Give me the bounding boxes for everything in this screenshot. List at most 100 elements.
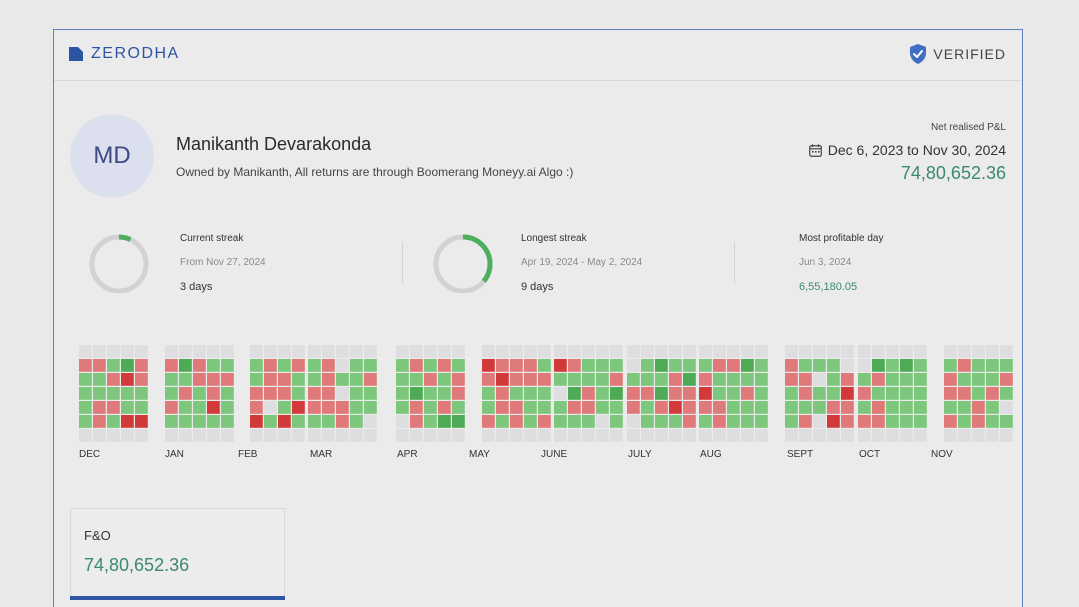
heatmap-day-cell[interactable] [683, 401, 696, 414]
heatmap-day-cell[interactable] [107, 345, 120, 358]
heatmap-day-cell[interactable] [510, 415, 523, 428]
heatmap-day-cell[interactable] [785, 401, 798, 414]
heatmap-day-cell[interactable] [93, 415, 106, 428]
heatmap-day-cell[interactable] [785, 359, 798, 372]
heatmap-day-cell[interactable] [221, 387, 234, 400]
heatmap-day-cell[interactable] [524, 401, 537, 414]
heatmap-day-cell[interactable] [641, 429, 654, 442]
heatmap-day-cell[interactable] [727, 401, 740, 414]
heatmap-day-cell[interactable] [424, 401, 437, 414]
heatmap-day-cell[interactable] [610, 415, 623, 428]
heatmap-day-cell[interactable] [410, 373, 423, 386]
heatmap-day-cell[interactable] [165, 373, 178, 386]
heatmap-day-cell[interactable] [727, 345, 740, 358]
heatmap-day-cell[interactable] [655, 415, 668, 428]
heatmap-day-cell[interactable] [699, 415, 712, 428]
heatmap-day-cell[interactable] [364, 359, 377, 372]
heatmap-day-cell[interactable] [741, 401, 754, 414]
heatmap-day-cell[interactable] [538, 373, 551, 386]
heatmap-day-cell[interactable] [396, 387, 409, 400]
heatmap-day-cell[interactable] [452, 345, 465, 358]
heatmap-day-cell[interactable] [438, 345, 451, 358]
heatmap-day-cell[interactable] [1000, 387, 1013, 400]
heatmap-day-cell[interactable] [858, 387, 871, 400]
heatmap-day-cell[interactable] [364, 387, 377, 400]
heatmap-day-cell[interactable] [914, 401, 927, 414]
heatmap-day-cell[interactable] [799, 387, 812, 400]
heatmap-day-cell[interactable] [452, 387, 465, 400]
heatmap-day-cell[interactable] [958, 401, 971, 414]
heatmap-day-cell[interactable] [554, 387, 567, 400]
heatmap-day-cell[interactable] [410, 401, 423, 414]
heatmap-day-cell[interactable] [944, 359, 957, 372]
heatmap-day-cell[interactable] [699, 345, 712, 358]
heatmap-day-cell[interactable] [165, 345, 178, 358]
heatmap-day-cell[interactable] [683, 415, 696, 428]
heatmap-day-cell[interactable] [396, 359, 409, 372]
segment-tab-fno[interactable]: F&O 74,80,652.36 [70, 508, 285, 600]
brand[interactable]: ZERODHA [69, 45, 180, 63]
heatmap-day-cell[interactable] [135, 373, 148, 386]
heatmap-day-cell[interactable] [496, 373, 509, 386]
heatmap-day-cell[interactable] [914, 345, 927, 358]
heatmap-day-cell[interactable] [827, 429, 840, 442]
heatmap-day-cell[interactable] [799, 359, 812, 372]
heatmap-day-cell[interactable] [958, 359, 971, 372]
heatmap-day-cell[interactable] [958, 373, 971, 386]
heatmap-day-cell[interactable] [785, 429, 798, 442]
heatmap-day-cell[interactable] [438, 429, 451, 442]
heatmap-day-cell[interactable] [410, 359, 423, 372]
heatmap-day-cell[interactable] [278, 415, 291, 428]
heatmap-day-cell[interactable] [121, 345, 134, 358]
heatmap-day-cell[interactable] [799, 415, 812, 428]
heatmap-day-cell[interactable] [510, 429, 523, 442]
heatmap-day-cell[interactable] [179, 373, 192, 386]
heatmap-day-cell[interactable] [627, 415, 640, 428]
heatmap-day-cell[interactable] [554, 345, 567, 358]
heatmap-day-cell[interactable] [755, 387, 768, 400]
heatmap-day-cell[interactable] [841, 401, 854, 414]
heatmap-day-cell[interactable] [813, 345, 826, 358]
heatmap-day-cell[interactable] [264, 401, 277, 414]
heatmap-day-cell[interactable] [727, 373, 740, 386]
heatmap-day-cell[interactable] [193, 401, 206, 414]
heatmap-day-cell[interactable] [350, 429, 363, 442]
heatmap-day-cell[interactable] [799, 345, 812, 358]
heatmap-day-cell[interactable] [627, 345, 640, 358]
heatmap-day-cell[interactable] [986, 401, 999, 414]
heatmap-day-cell[interactable] [554, 359, 567, 372]
heatmap-day-cell[interactable] [322, 387, 335, 400]
heatmap-day-cell[interactable] [582, 429, 595, 442]
heatmap-day-cell[interactable] [755, 415, 768, 428]
heatmap-day-cell[interactable] [986, 387, 999, 400]
heatmap-day-cell[interactable] [914, 373, 927, 386]
heatmap-day-cell[interactable] [641, 373, 654, 386]
heatmap-day-cell[interactable] [900, 387, 913, 400]
heatmap-day-cell[interactable] [424, 415, 437, 428]
heatmap-day-cell[interactable] [886, 359, 899, 372]
heatmap-day-cell[interactable] [524, 429, 537, 442]
heatmap-day-cell[interactable] [292, 359, 305, 372]
heatmap-day-cell[interactable] [79, 359, 92, 372]
heatmap-day-cell[interactable] [264, 415, 277, 428]
heatmap-day-cell[interactable] [135, 359, 148, 372]
heatmap-day-cell[interactable] [424, 359, 437, 372]
heatmap-day-cell[interactable] [972, 373, 985, 386]
heatmap-day-cell[interactable] [510, 359, 523, 372]
heatmap-day-cell[interactable] [410, 345, 423, 358]
heatmap-day-cell[interactable] [93, 387, 106, 400]
heatmap-day-cell[interactable] [193, 415, 206, 428]
heatmap-day-cell[interactable] [410, 387, 423, 400]
heatmap-day-cell[interactable] [121, 401, 134, 414]
heatmap-day-cell[interactable] [207, 387, 220, 400]
heatmap-day-cell[interactable] [972, 345, 985, 358]
heatmap-day-cell[interactable] [886, 373, 899, 386]
heatmap-day-cell[interactable] [350, 415, 363, 428]
heatmap-day-cell[interactable] [986, 345, 999, 358]
heatmap-day-cell[interactable] [452, 359, 465, 372]
heatmap-day-cell[interactable] [669, 359, 682, 372]
heatmap-day-cell[interactable] [179, 429, 192, 442]
heatmap-day-cell[interactable] [914, 415, 927, 428]
heatmap-day-cell[interactable] [524, 373, 537, 386]
heatmap-day-cell[interactable] [554, 429, 567, 442]
